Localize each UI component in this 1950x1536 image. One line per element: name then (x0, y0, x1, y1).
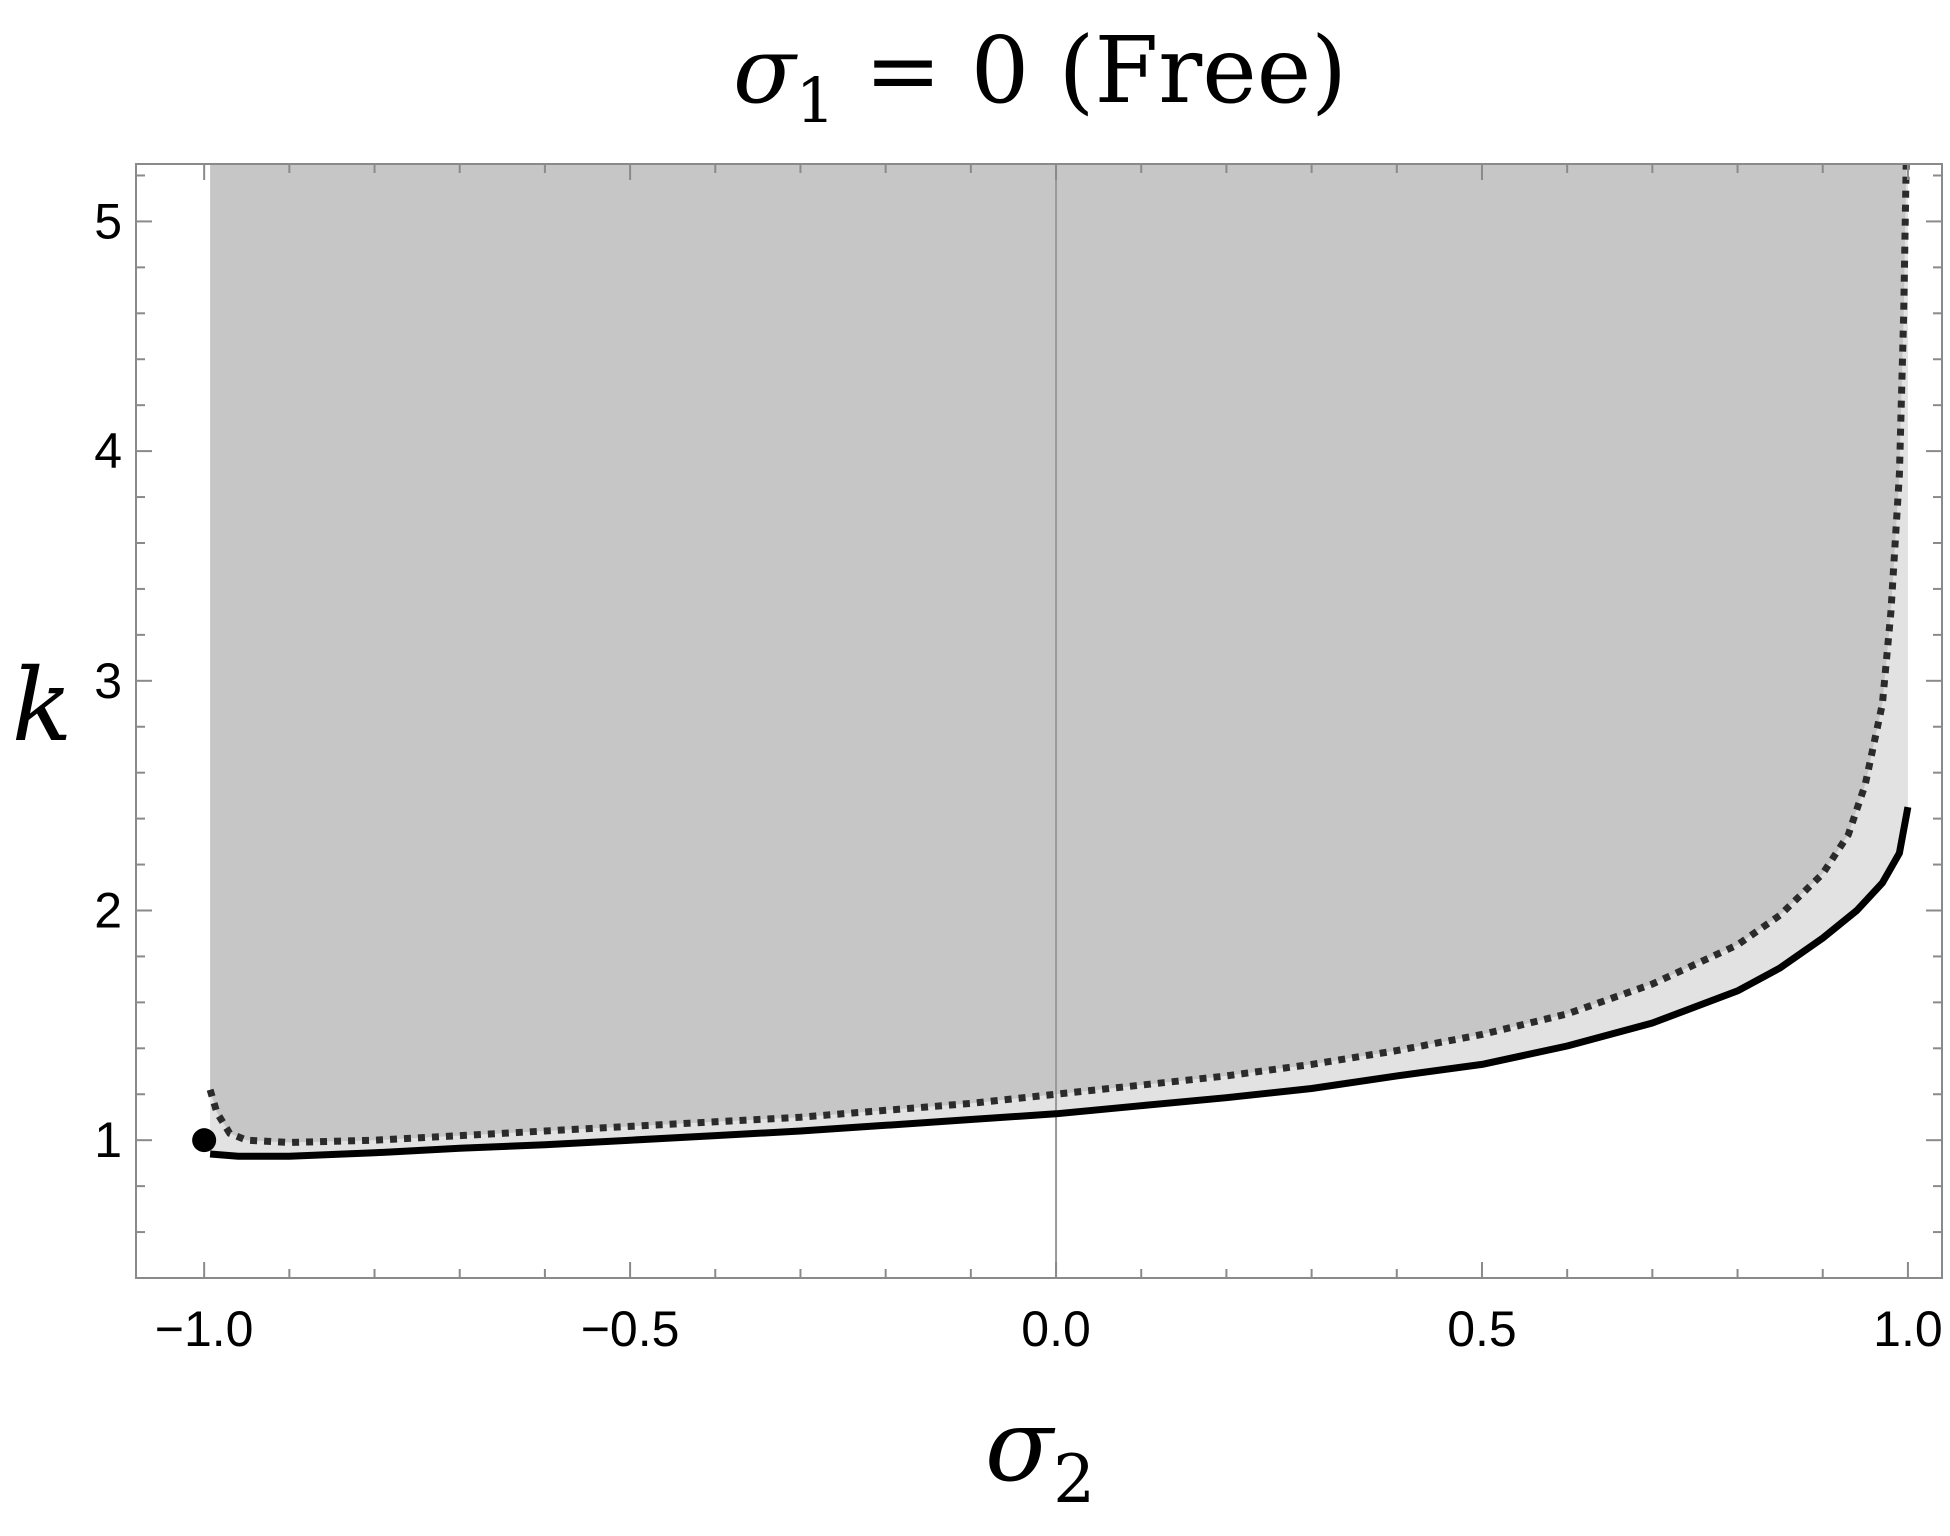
solid-curve (209, 806, 1912, 1160)
chart-title: σ1 = 0 (Free) (733, 17, 1347, 137)
title-rest: = 0 (Free) (835, 17, 1347, 124)
x-axis-label: σ2 (985, 1387, 1095, 1518)
x-tick-label: 0.5 (1447, 1301, 1517, 1357)
x-axis-ticks: −1.0 −0.5 0.0 0.5 1.0 (155, 164, 1943, 1357)
x-axis-label-symbol: σ (985, 1387, 1056, 1504)
x-tick-label: −0.5 (581, 1301, 680, 1357)
x-tick-label: 1.0 (1873, 1301, 1943, 1357)
y-tick-label: 1 (94, 1112, 122, 1168)
y-tick-label: 3 (94, 653, 122, 709)
x-tick-label: 0.0 (1021, 1301, 1091, 1357)
y-axis-ticks: 1 2 3 4 5 (94, 174, 1942, 1279)
plot-frame (135, 163, 1943, 1279)
title-subscript: 1 (796, 64, 835, 137)
y-axis-label: k (12, 647, 73, 764)
title-symbol: σ (733, 17, 798, 124)
y-tick-label: 4 (94, 423, 122, 479)
dark-shaded-region (210, 164, 1907, 1143)
point-marker (192, 1128, 217, 1153)
x-tick-label: −1.0 (155, 1301, 254, 1357)
y-tick-label: 5 (94, 193, 122, 249)
y-tick-label: 2 (94, 882, 122, 938)
x-axis-label-subscript: 2 (1053, 1441, 1095, 1518)
